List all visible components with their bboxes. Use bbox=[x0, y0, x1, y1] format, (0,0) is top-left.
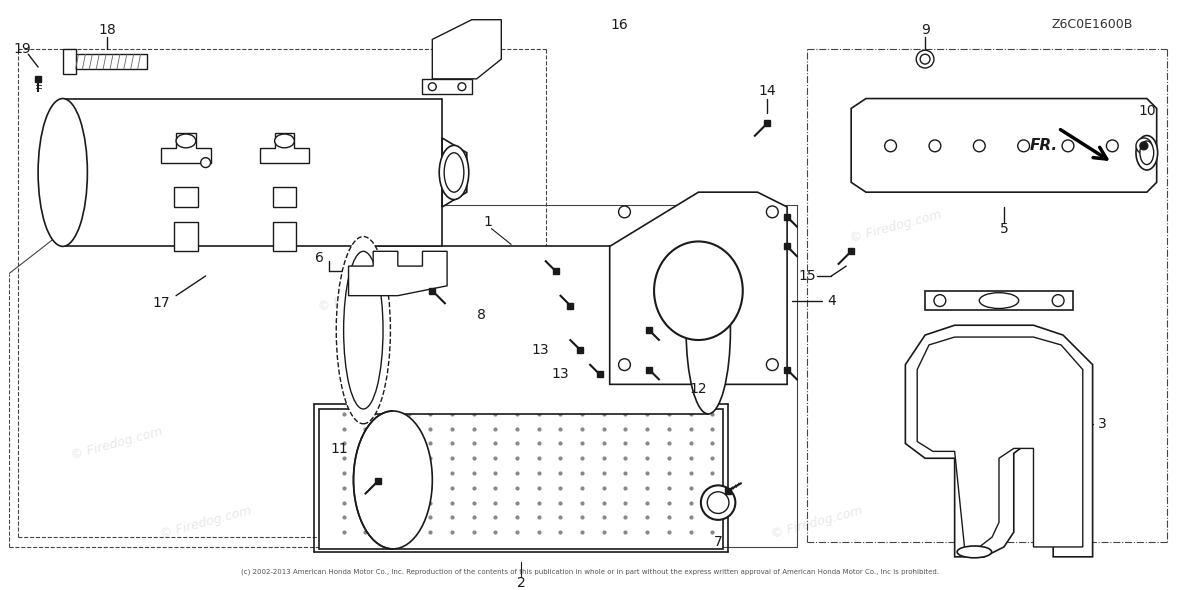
Text: 10: 10 bbox=[1138, 104, 1155, 119]
Polygon shape bbox=[260, 133, 309, 163]
Text: 12: 12 bbox=[689, 382, 707, 396]
Text: 2: 2 bbox=[517, 576, 525, 590]
Ellipse shape bbox=[343, 251, 384, 409]
Circle shape bbox=[1136, 138, 1152, 154]
Ellipse shape bbox=[707, 492, 729, 513]
Circle shape bbox=[885, 140, 897, 152]
Ellipse shape bbox=[1140, 141, 1154, 165]
Text: 5: 5 bbox=[999, 222, 1008, 235]
Circle shape bbox=[766, 359, 779, 371]
Ellipse shape bbox=[957, 546, 991, 558]
Circle shape bbox=[974, 140, 985, 152]
Ellipse shape bbox=[444, 153, 464, 192]
Ellipse shape bbox=[275, 134, 294, 148]
Circle shape bbox=[933, 294, 946, 306]
Text: 7: 7 bbox=[714, 535, 722, 549]
Text: © Firedog.com: © Firedog.com bbox=[582, 287, 676, 324]
Text: 8: 8 bbox=[477, 309, 486, 322]
Text: 13: 13 bbox=[532, 343, 550, 357]
Text: (c) 2002-2013 American Honda Motor Co., Inc. Reproduction of the contents of thi: (c) 2002-2013 American Honda Motor Co., … bbox=[241, 568, 939, 575]
Polygon shape bbox=[162, 133, 210, 163]
Polygon shape bbox=[925, 291, 1073, 310]
Ellipse shape bbox=[176, 134, 196, 148]
Text: 9: 9 bbox=[920, 22, 930, 37]
Circle shape bbox=[1140, 142, 1148, 150]
Text: 3: 3 bbox=[1099, 417, 1107, 431]
Text: 13: 13 bbox=[551, 368, 569, 382]
Circle shape bbox=[920, 54, 930, 64]
Text: FR.: FR. bbox=[1029, 139, 1057, 153]
Ellipse shape bbox=[654, 241, 742, 340]
Circle shape bbox=[618, 359, 630, 371]
Polygon shape bbox=[851, 99, 1156, 192]
Polygon shape bbox=[63, 50, 76, 74]
Circle shape bbox=[618, 206, 630, 218]
Polygon shape bbox=[905, 325, 1093, 557]
Ellipse shape bbox=[439, 145, 468, 199]
Bar bbox=[175, 222, 198, 251]
Text: 14: 14 bbox=[759, 84, 776, 98]
Text: 17: 17 bbox=[152, 296, 170, 310]
Polygon shape bbox=[442, 138, 467, 207]
Text: Z6C0E1600B: Z6C0E1600B bbox=[1051, 18, 1133, 31]
Bar bbox=[273, 222, 296, 251]
Circle shape bbox=[1053, 294, 1064, 306]
Text: © Firedog.com: © Firedog.com bbox=[158, 504, 253, 541]
Circle shape bbox=[916, 50, 933, 68]
Circle shape bbox=[929, 140, 940, 152]
Text: © Firedog.com: © Firedog.com bbox=[70, 425, 164, 462]
Text: 18: 18 bbox=[98, 22, 116, 37]
Ellipse shape bbox=[354, 411, 432, 549]
Circle shape bbox=[766, 206, 779, 218]
Polygon shape bbox=[348, 251, 447, 296]
Text: 1: 1 bbox=[483, 215, 492, 229]
Polygon shape bbox=[363, 247, 708, 414]
Polygon shape bbox=[432, 19, 502, 79]
Text: 16: 16 bbox=[611, 18, 629, 32]
Circle shape bbox=[428, 83, 437, 91]
Polygon shape bbox=[73, 54, 146, 69]
Ellipse shape bbox=[38, 99, 87, 247]
Text: 4: 4 bbox=[827, 294, 835, 307]
Bar bbox=[273, 187, 296, 207]
Ellipse shape bbox=[341, 247, 386, 414]
Circle shape bbox=[458, 83, 466, 91]
Ellipse shape bbox=[336, 237, 391, 424]
Text: 15: 15 bbox=[798, 269, 815, 283]
Bar bbox=[175, 187, 198, 207]
Circle shape bbox=[1062, 140, 1074, 152]
Ellipse shape bbox=[1136, 136, 1158, 170]
Ellipse shape bbox=[701, 486, 735, 520]
Circle shape bbox=[1017, 140, 1029, 152]
Circle shape bbox=[1107, 140, 1119, 152]
Ellipse shape bbox=[979, 293, 1018, 309]
Polygon shape bbox=[422, 79, 472, 94]
Text: 6: 6 bbox=[315, 251, 323, 266]
Circle shape bbox=[201, 158, 210, 168]
Ellipse shape bbox=[686, 247, 730, 414]
Text: 19: 19 bbox=[13, 42, 31, 56]
Text: 11: 11 bbox=[330, 442, 348, 457]
Polygon shape bbox=[610, 192, 787, 384]
Polygon shape bbox=[63, 99, 443, 247]
Polygon shape bbox=[917, 337, 1083, 547]
Text: © Firedog.com: © Firedog.com bbox=[769, 504, 864, 541]
Text: © Firedog.com: © Firedog.com bbox=[848, 208, 943, 245]
Polygon shape bbox=[319, 409, 723, 549]
Text: © Firedog.com: © Firedog.com bbox=[316, 277, 411, 314]
